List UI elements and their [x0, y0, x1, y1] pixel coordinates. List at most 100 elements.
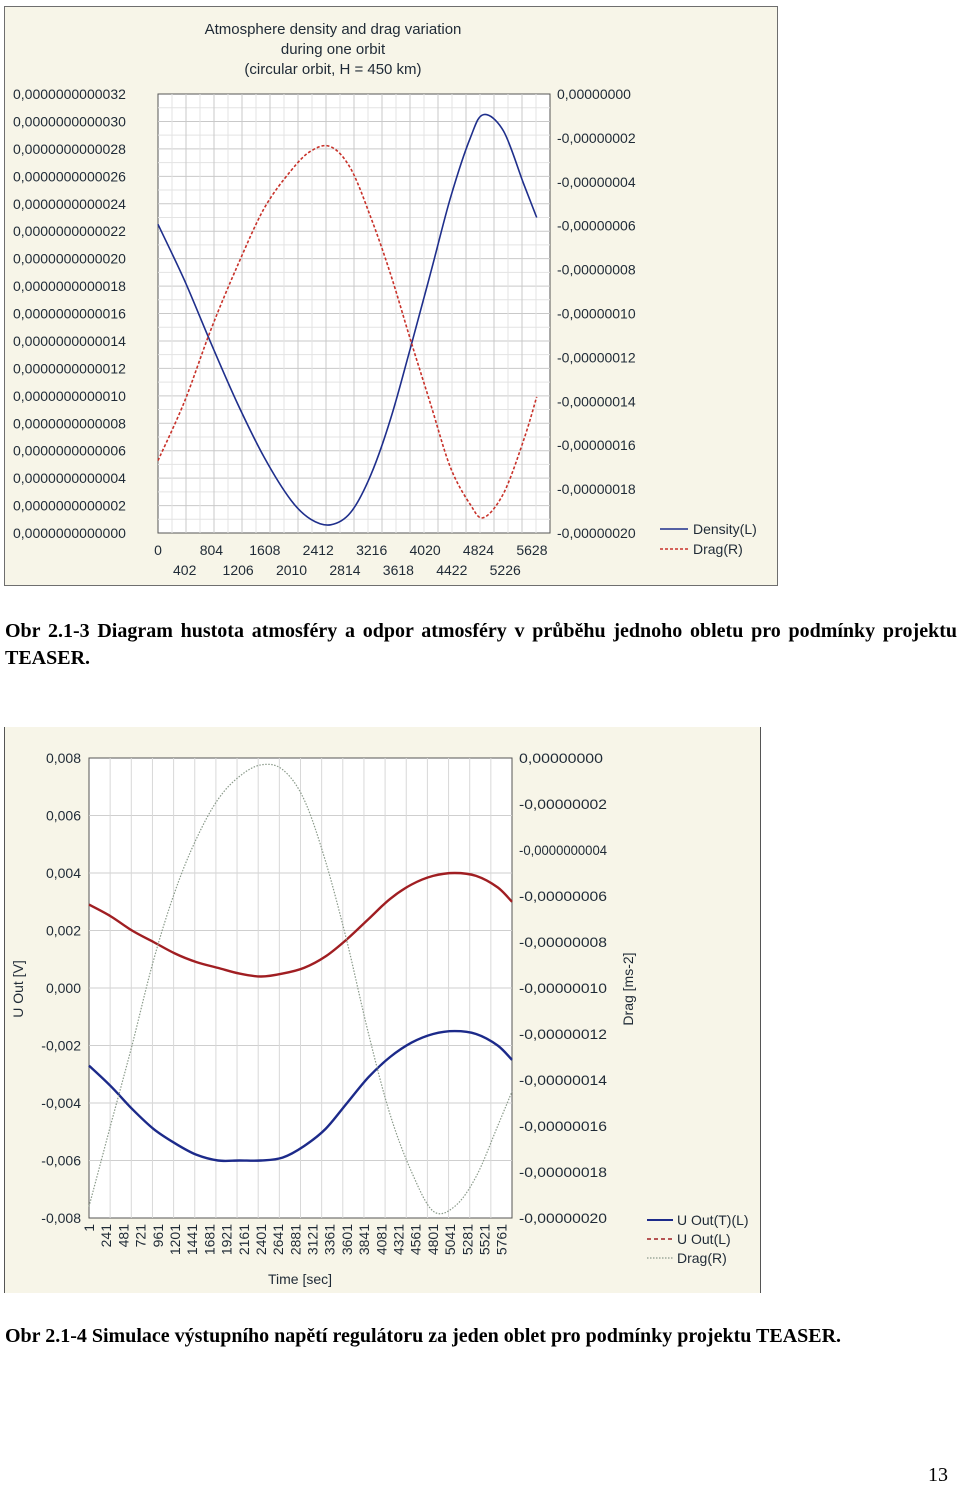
x-tick-label: 1921: [219, 1224, 235, 1255]
caption-figure-1: Obr 2.1-3 Diagram hustota atmosféry a od…: [5, 620, 957, 669]
x-tick-label: 241: [98, 1224, 114, 1248]
x-tick-label-bottom: 402: [173, 562, 197, 578]
y-left-axis-label: U Out [V]: [10, 960, 26, 1018]
chart-title-line: (circular orbit, H = 450 km): [244, 61, 421, 78]
x-tick-label: 3601: [339, 1224, 355, 1255]
figure-density-drag-chart: Atmosphere density and drag variation dur…: [4, 6, 778, 586]
series-line-u-out-l-: [88, 871, 513, 978]
x-tick-label: 5521: [477, 1224, 493, 1255]
y-left-tick-label: 0,000: [46, 980, 81, 996]
x-tick-label-top: 0: [154, 542, 162, 558]
x-axis-label: Time [sec]: [268, 1271, 332, 1287]
y-left-tick-label: 0,008: [46, 750, 81, 766]
x-tick-label-top: 4824: [463, 542, 494, 558]
x-tick-label: 1441: [184, 1224, 200, 1255]
chart-density-drag: Atmosphere density and drag variation dur…: [13, 21, 757, 578]
y-right-tick-label: -0,00000014: [557, 393, 636, 409]
x-tick-label: 5041: [442, 1224, 458, 1255]
y-left-tick-label: 0,0000000000002: [13, 498, 126, 514]
x-tick-label: 3361: [322, 1224, 338, 1255]
x-tick-label-top: 4020: [410, 542, 441, 558]
y-left-tick-label: 0,0000000000004: [13, 470, 126, 486]
y-left-tick-label: 0,0000000000032: [13, 86, 126, 102]
x-tick-label: 1681: [201, 1224, 217, 1255]
x-tick-label: 481: [115, 1224, 131, 1248]
y-left-tick-label: 0,0000000000008: [13, 415, 126, 431]
series-line-density-l-: [157, 113, 538, 526]
x-tick-label: 721: [133, 1224, 149, 1248]
series-line-drag-r-: [88, 763, 513, 1215]
y-left-tick-label: -0,006: [41, 1153, 81, 1169]
y-right-tick-label: -0,00000016: [519, 1118, 607, 1134]
x-tick-label-top: 804: [200, 542, 224, 558]
y-left-tick-label: 0,0000000000010: [13, 388, 126, 404]
x-tick-label-bottom: 2814: [329, 562, 360, 578]
y-left-tick-label: -0,004: [41, 1095, 81, 1111]
x-tick-label: 2641: [270, 1224, 286, 1255]
y-right-tick-label: -0,00000008: [519, 934, 607, 950]
legend-label: Drag(R): [677, 1250, 727, 1266]
x-tick-label: 2161: [236, 1224, 252, 1255]
x-tick-label-bottom: 4422: [436, 562, 467, 578]
x-tick-label: 1: [81, 1224, 97, 1232]
y-right-tick-label: -0,00000002: [519, 796, 607, 812]
x-tick-label: 1201: [167, 1224, 183, 1255]
x-tick-label-top: 2412: [303, 542, 334, 558]
y-left-tick-label: 0,0000000000024: [13, 196, 126, 212]
x-tick-label-bottom: 2010: [276, 562, 307, 578]
legend-label: Density(L): [693, 521, 757, 537]
legend-label: U Out(T)(L): [677, 1212, 749, 1228]
x-tick-label-top: 3216: [356, 542, 387, 558]
x-tick-label: 4321: [391, 1224, 407, 1255]
y-right-tick-label: -0,00000016: [557, 437, 636, 453]
series-line-drag-r-: [157, 144, 538, 519]
y-left-tick-label: 0,0000000000030: [13, 113, 126, 129]
y-left-tick-label: 0,0000000000012: [13, 360, 126, 376]
y-right-tick-label: -0,0000000004: [519, 842, 607, 858]
y-left-tick-label: 0,0000000000020: [13, 251, 126, 267]
x-tick-label-bottom: 3618: [383, 562, 414, 578]
y-right-tick-label: -0,00000010: [557, 306, 636, 322]
x-tick-label: 2881: [287, 1224, 303, 1255]
y-right-tick-label: -0,00000012: [557, 349, 636, 365]
legend-label: Drag(R): [693, 541, 743, 557]
x-tick-label: 3121: [305, 1224, 321, 1255]
y-right-tick-label: -0,00000008: [557, 262, 636, 278]
x-tick-label: 5281: [459, 1224, 475, 1255]
y-left-tick-label: 0,0000000000018: [13, 278, 126, 294]
y-right-tick-label: 0,00000000: [557, 86, 631, 102]
y-right-tick-label: -0,00000004: [557, 174, 636, 190]
x-tick-label-top: 5628: [516, 542, 547, 558]
y-left-tick-label: 0,0000000000006: [13, 443, 126, 459]
chart-uout-simulation: 0,008 0,006 0,004 0,002 0,000 -0,002 -0,004 -0,…: [10, 750, 749, 1287]
y-left-tick-label: 0,0000000000028: [13, 141, 126, 157]
y-right-tick-label: -0,00000006: [557, 218, 636, 234]
x-tick-label: 4801: [425, 1224, 441, 1255]
figure-uout-simulation-chart: 0,008 0,006 0,004 0,002 0,000 -0,002 -0,004 -0,…: [4, 727, 761, 1293]
x-tick-label-bottom: 5226: [490, 562, 521, 578]
page-number: 13: [928, 1464, 948, 1486]
y-left-tick-label: 0,002: [46, 923, 81, 939]
x-tick-label-bottom: 1206: [223, 562, 254, 578]
y-right-tick-label: -0,00000012: [519, 1026, 607, 1042]
chart-title-line: during one orbit: [281, 41, 386, 58]
y-right-tick-label: -0,00000006: [519, 888, 607, 904]
y-right-tick-label: -0,00000018: [557, 481, 636, 497]
series-line-u-out-t-l-: [88, 1029, 513, 1163]
caption-figure-2: Obr 2.1-4 Simulace výstupního napětí reg…: [5, 1325, 842, 1347]
y-left-tick-label: 0,006: [46, 808, 81, 824]
y-right-tick-label: -0,00000010: [519, 980, 607, 996]
x-tick-label: 5761: [494, 1224, 510, 1255]
x-tick-label: 961: [150, 1224, 166, 1248]
y-left-tick-label: 0,004: [46, 865, 81, 881]
y-right-tick-label: -0,00000018: [519, 1164, 607, 1180]
y-left-tick-label: 0,0000000000022: [13, 223, 126, 239]
chart-title-line: Atmosphere density and drag variation: [205, 21, 462, 38]
y-right-axis-label: Drag [ms-2]: [620, 952, 636, 1025]
y-left-tick-label: -0,008: [41, 1210, 81, 1226]
y-right-tick-label: -0,00000002: [557, 130, 636, 146]
y-right-tick-label: -0,00000020: [557, 525, 636, 541]
y-right-tick-label: -0,00000014: [519, 1072, 607, 1088]
x-tick-label-top: 1608: [249, 542, 280, 558]
y-right-tick-label: -0,00000020: [519, 1210, 607, 1226]
